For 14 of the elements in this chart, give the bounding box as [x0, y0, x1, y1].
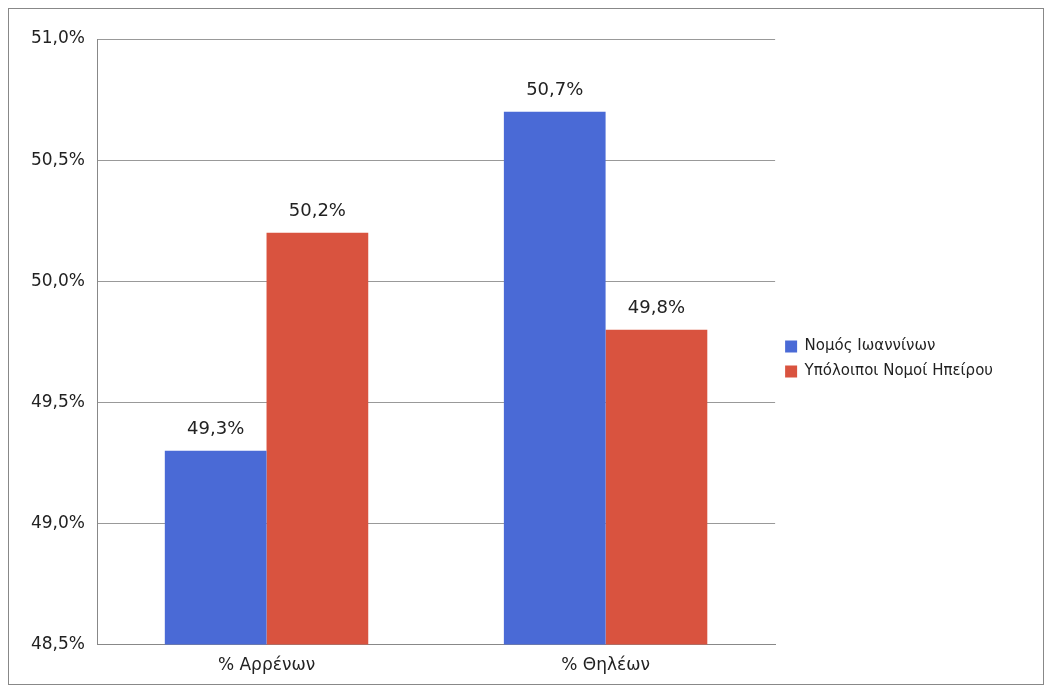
- x-tick-label: % Αρρένων: [217, 654, 316, 675]
- y-tick-label: 49,0%: [30, 511, 85, 532]
- y-tick-label: 51,0%: [30, 27, 85, 48]
- legend-label: Υπόλοιποι Νομοί Ηπείρου: [803, 361, 993, 380]
- y-tick-label: 50,5%: [30, 148, 85, 169]
- data-label: 49,8%: [627, 296, 686, 318]
- x-tick-label: % Θηλέων: [561, 654, 650, 675]
- data-label: 49,3%: [187, 417, 245, 439]
- legend-label: Νομός Ιωαννίνων: [804, 336, 936, 355]
- data-label: 50,7%: [526, 78, 584, 100]
- y-tick-label: 50,0%: [30, 269, 85, 290]
- y-tick-label: 48,5%: [30, 633, 85, 654]
- data-label: 50,2%: [288, 199, 346, 221]
- y-tick-label: 49,5%: [30, 390, 85, 411]
